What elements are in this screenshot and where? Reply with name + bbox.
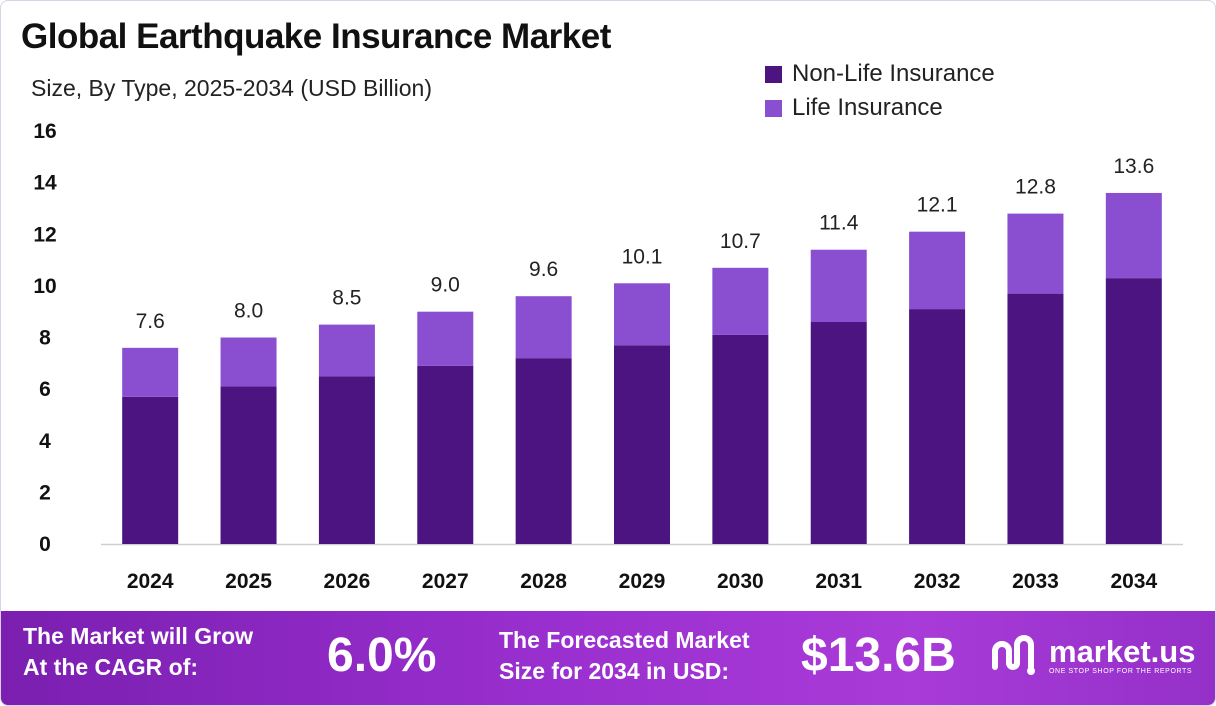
bar-total-label: 9.0	[431, 274, 460, 297]
bar-segment-life	[220, 337, 277, 387]
bar-total-label: 12.1	[917, 194, 958, 217]
x-tick-label: 2025	[225, 570, 272, 593]
bar-segment-non-life	[909, 309, 966, 544]
chart-title: Global Earthquake Insurance Market	[21, 17, 611, 56]
bar-total-label: 7.6	[136, 310, 165, 333]
bar-segment-life	[515, 296, 572, 359]
x-tick-label: 2026	[324, 570, 371, 593]
legend-label-non-life: Non-Life Insurance	[792, 60, 995, 87]
cagr-caption-line2: At the CAGR of:	[23, 654, 199, 680]
x-tick-label: 2029	[619, 570, 666, 593]
bar-total-label: 10.7	[720, 230, 761, 253]
bar-segment-life	[810, 249, 867, 323]
bar-segment-life	[417, 311, 474, 366]
bar-segment-non-life	[122, 396, 179, 544]
bar-total-label: 8.5	[332, 287, 361, 310]
bar-total-label: 10.1	[622, 245, 663, 268]
x-tick-label: 2028	[520, 570, 567, 593]
y-tick-label: 10	[33, 275, 56, 298]
y-tick-label: 8	[39, 327, 51, 350]
forecast-caption-line2: Size for 2034 in USD:	[499, 658, 730, 684]
brand-tagline: ONE STOP SHOP FOR THE REPORTS	[1049, 667, 1193, 675]
bar-total-label: 8.0	[234, 300, 263, 323]
legend-swatch-non-life	[765, 65, 782, 83]
bar-total-label: 9.6	[529, 258, 558, 281]
legend-swatch-life	[765, 99, 782, 117]
bar-segment-non-life	[614, 345, 670, 544]
brand-name: market.us	[1049, 633, 1196, 669]
x-tick-label: 2024	[127, 570, 174, 593]
bar-segment-life	[318, 324, 375, 377]
legend-label-life: Life Insurance	[792, 94, 943, 121]
bar-segment-non-life	[1105, 278, 1162, 544]
cagr-caption-line1: The Market will Grow	[23, 623, 254, 649]
y-tick-label: 16	[33, 120, 56, 143]
bar-chart: 0 2 4 6 8 10 12 14 16 7.6 2024 8.0 2025 8.5 2026 9.0 202…	[33, 120, 1183, 593]
x-tick-label: 2027	[422, 570, 469, 593]
bar-segment-non-life	[220, 386, 277, 544]
bar-segment-life	[1007, 213, 1064, 294]
legend-item-life: Life Insurance	[765, 91, 995, 125]
bar-segment-life	[1105, 192, 1162, 279]
y-tick-label: 6	[39, 378, 51, 401]
bar-segment-non-life	[318, 376, 375, 544]
bar-total-label: 12.8	[1015, 176, 1056, 199]
bar-segment-non-life	[515, 358, 572, 544]
x-tick-label: 2030	[717, 570, 764, 593]
x-tick-label: 2031	[815, 570, 862, 593]
bar-segment-life	[712, 267, 769, 335]
bar-segment-non-life	[810, 322, 867, 544]
cagr-value: 6.0%	[327, 629, 437, 682]
y-tick-label: 0	[39, 533, 51, 556]
bar-total-label: 13.6	[1113, 155, 1154, 178]
legend-item-non-life: Non-Life Insurance	[765, 57, 995, 91]
summary-banner: The Market will Grow At the CAGR of: 6.0…	[1, 611, 1215, 705]
bar-segment-non-life	[712, 334, 769, 544]
brand-logo-icon	[992, 635, 1035, 675]
cagr-caption: The Market will Grow At the CAGR of:	[23, 621, 253, 683]
brand-logo: market.us ONE STOP SHOP FOR THE REPORTS	[991, 633, 1195, 677]
y-tick-label: 4	[39, 430, 51, 453]
bar-segment-life	[909, 231, 966, 310]
bar-total-label: 11.4	[819, 212, 859, 235]
y-tick-label: 12	[33, 223, 56, 246]
x-tick-label: 2034	[1110, 570, 1157, 593]
y-tick-label: 2	[39, 481, 51, 504]
x-tick-label: 2032	[914, 570, 961, 593]
bar-segment-life	[122, 347, 179, 397]
bar-segment-non-life	[417, 365, 474, 544]
chart-subtitle: Size, By Type, 2025-2034 (USD Billion)	[31, 75, 432, 101]
legend: Non-Life Insurance Life Insurance	[765, 57, 995, 125]
forecast-caption-line1: The Forecasted Market	[499, 627, 750, 653]
bar-segment-non-life	[1007, 293, 1064, 544]
y-tick-label: 14	[33, 172, 57, 195]
forecast-caption: The Forecasted Market Size for 2034 in U…	[499, 625, 750, 687]
forecast-value: $13.6B	[801, 629, 956, 682]
x-tick-label: 2033	[1012, 570, 1059, 593]
bar-segment-life	[614, 283, 670, 346]
